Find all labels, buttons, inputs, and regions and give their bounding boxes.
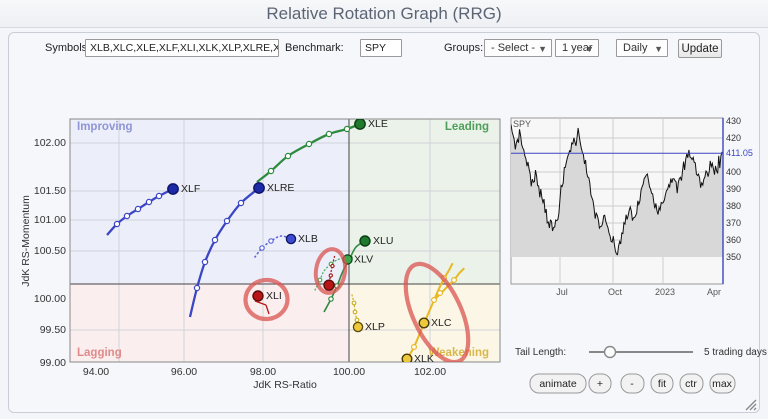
svg-text:5 trading days: 5 trading days: [704, 347, 767, 358]
svg-text:animate: animate: [539, 378, 577, 390]
svg-text:JdK RS-Ratio: JdK RS-Ratio: [253, 379, 317, 391]
svg-text:XLP: XLP: [365, 321, 385, 333]
svg-text:400: 400: [726, 167, 741, 177]
svg-text:94.00: 94.00: [83, 366, 109, 378]
svg-text:SPY: SPY: [513, 119, 531, 129]
svg-text:fit: fit: [658, 378, 666, 390]
svg-text:max: max: [712, 378, 733, 390]
svg-text:102.00: 102.00: [414, 366, 446, 378]
svg-text:370: 370: [726, 218, 741, 228]
svg-text:Tail Length:: Tail Length:: [515, 347, 566, 358]
svg-text:ctr: ctr: [685, 378, 697, 390]
svg-text:100.00: 100.00: [333, 366, 365, 378]
svg-text:XLI: XLI: [266, 290, 282, 302]
svg-text:XLRE: XLRE: [267, 182, 294, 194]
svg-text:Leading: Leading: [445, 121, 489, 133]
svg-text:+: +: [597, 378, 603, 390]
svg-text:360: 360: [726, 235, 741, 245]
svg-text:Oct: Oct: [608, 287, 623, 297]
svg-text:411.05: 411.05: [726, 148, 753, 158]
svg-text:XLC: XLC: [431, 317, 452, 329]
svg-text:430: 430: [726, 116, 741, 126]
svg-text:96.00: 96.00: [171, 366, 197, 378]
svg-text:JdK RS-Momentum: JdK RS-Momentum: [20, 195, 32, 287]
svg-text:XLB: XLB: [298, 233, 318, 245]
svg-text:XLF: XLF: [181, 183, 200, 195]
svg-text:350: 350: [726, 252, 741, 262]
svg-text:XLU: XLU: [373, 235, 393, 247]
svg-text:Apr: Apr: [707, 287, 721, 297]
svg-text:98.00: 98.00: [250, 366, 276, 378]
svg-text:420: 420: [726, 133, 741, 143]
svg-text:99.00: 99.00: [40, 357, 66, 369]
svg-text:Lagging: Lagging: [77, 347, 122, 359]
svg-text:101.00: 101.00: [34, 214, 66, 226]
svg-text:Jul: Jul: [556, 287, 568, 297]
svg-text:99.50: 99.50: [40, 324, 66, 336]
svg-text:100.50: 100.50: [34, 245, 66, 257]
svg-text:100.00: 100.00: [34, 293, 66, 305]
svg-text:101.50: 101.50: [34, 185, 66, 197]
svg-text:Improving: Improving: [77, 121, 133, 133]
svg-text:390: 390: [726, 184, 741, 194]
svg-text:XLK: XLK: [414, 353, 434, 365]
svg-text:XLV: XLV: [354, 254, 373, 266]
svg-text:XLE: XLE: [368, 118, 388, 130]
svg-text:2023: 2023: [655, 287, 675, 297]
svg-text:-: -: [630, 378, 634, 390]
svg-text:102.00: 102.00: [34, 137, 66, 149]
svg-text:380: 380: [726, 201, 741, 211]
